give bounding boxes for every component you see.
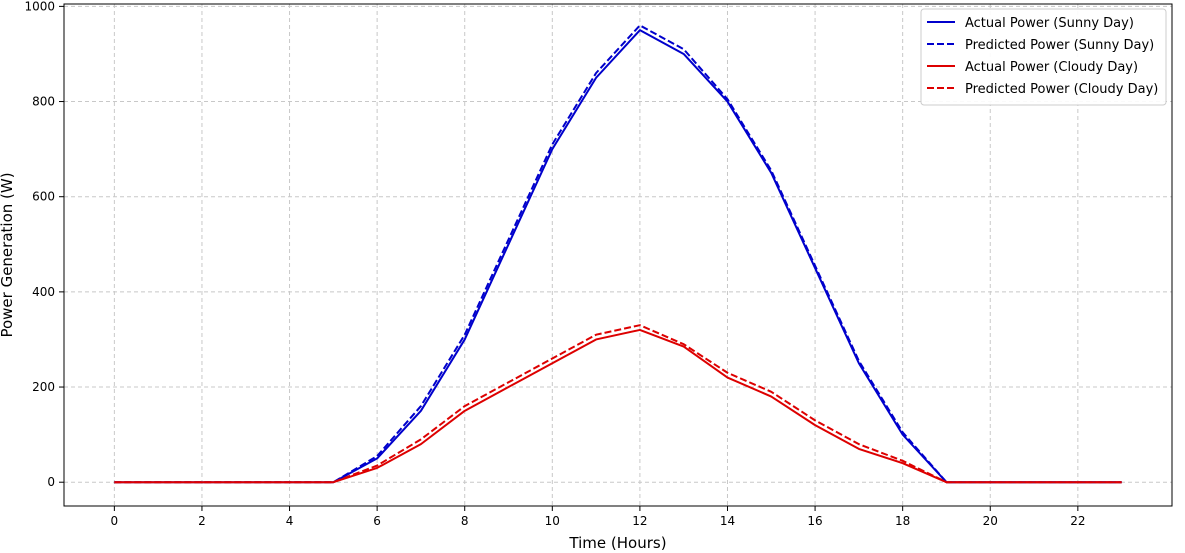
x-axis-label: Time (Hours) (568, 534, 666, 552)
x-tick-label: 2 (198, 514, 206, 528)
x-tick-label: 14 (720, 514, 735, 528)
x-tick-label: 18 (895, 514, 910, 528)
x-tick-label: 22 (1070, 514, 1085, 528)
y-tick-label: 400 (32, 285, 55, 299)
x-tick-label: 4 (286, 514, 294, 528)
legend: Actual Power (Sunny Day) Predicted Power … (920, 8, 1167, 106)
y-tick-label: 200 (32, 380, 55, 394)
y-tick-label: 600 (32, 190, 55, 204)
x-axis-ticks: 0 2 4 6 8 10 12 14 16 18 20 22 (111, 506, 1085, 528)
legend-box (920, 8, 1167, 106)
legend-label: Actual Power (Cloudy Day) (965, 60, 1138, 75)
y-tick-label: 1000 (24, 0, 55, 13)
y-tick-label: 800 (32, 95, 55, 109)
legend-label: Actual Power (Sunny Day) (965, 16, 1134, 31)
y-tick-label: 0 (47, 475, 55, 489)
x-tick-label: 6 (373, 514, 381, 528)
x-tick-label: 0 (111, 514, 119, 528)
x-tick-label: 16 (807, 514, 822, 528)
legend-label: Predicted Power (Sunny Day) (965, 38, 1154, 53)
series-line-3 (114, 328, 1122, 484)
series-line-4 (114, 324, 1122, 484)
y-axis-label: Power Generation (W) (0, 172, 16, 337)
grid (64, 4, 1172, 506)
x-tick-label: 10 (545, 514, 560, 528)
x-tick-label: 8 (461, 514, 469, 528)
legend-label: Predicted Power (Cloudy Day) (965, 82, 1158, 97)
series-lines (114, 24, 1122, 484)
x-tick-label: 12 (632, 514, 647, 528)
x-tick-label: 20 (983, 514, 998, 528)
plot-area-frame (63, 3, 1173, 507)
y-axis-ticks: 0 200 400 600 800 1000 (24, 0, 64, 489)
